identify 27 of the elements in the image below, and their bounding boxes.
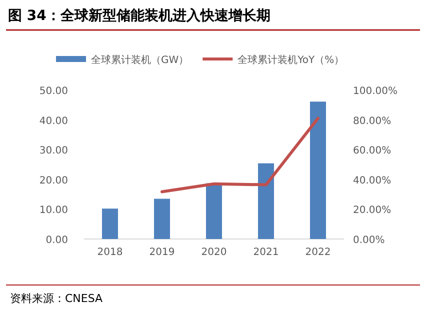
y2-tick-label: 20.00% bbox=[353, 205, 392, 216]
y-tick-label: 40.00 bbox=[39, 116, 68, 127]
x-tick-label: 2019 bbox=[149, 247, 175, 258]
bar bbox=[154, 198, 170, 239]
y2-tick-label: 0.00% bbox=[353, 235, 385, 246]
y2-tick-label: 100.00% bbox=[353, 86, 398, 97]
bar bbox=[102, 208, 118, 239]
y-tick-label: 30.00 bbox=[39, 146, 68, 157]
bar bbox=[206, 183, 222, 239]
y2-tick-label: 40.00% bbox=[353, 175, 392, 186]
chart-title: 图 34：全球新型储能装机进入快速增长期 bbox=[8, 7, 270, 24]
bar bbox=[310, 102, 326, 239]
line-series bbox=[160, 116, 320, 194]
text: 资料来源：CNESA bbox=[10, 292, 104, 305]
x-tick-label: 2021 bbox=[253, 247, 279, 258]
y2-tick-label: 80.00% bbox=[353, 116, 392, 127]
y-tick-label: 10.00 bbox=[39, 205, 68, 216]
legend-label: 全球累计装机YoY（%） bbox=[238, 54, 344, 66]
bar bbox=[258, 163, 274, 239]
x-tick-label: 2020 bbox=[201, 247, 227, 258]
x-tick-label: 2018 bbox=[97, 247, 123, 258]
y-tick-label: 50.00 bbox=[39, 86, 68, 97]
y-tick-label: 20.00 bbox=[39, 175, 68, 186]
y2-tick-label: 60.00% bbox=[353, 146, 392, 157]
y-tick-label: 0.00 bbox=[46, 235, 68, 246]
legend-label: 全球累计装机（GW） bbox=[91, 54, 189, 66]
x-tick-label: 2022 bbox=[305, 247, 331, 258]
